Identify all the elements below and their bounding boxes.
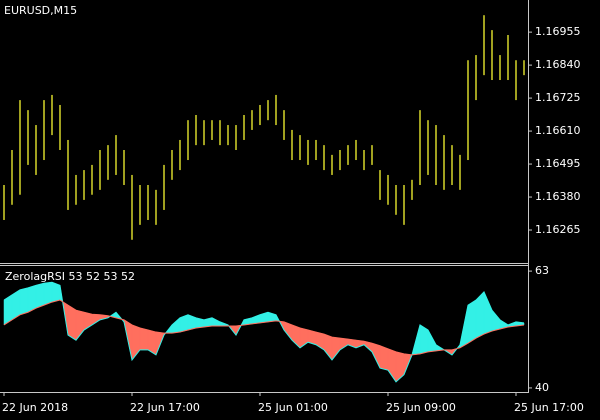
fill-band xyxy=(27,284,37,313)
x-tick-label: 25 Jun 17:00 xyxy=(514,401,584,414)
y-tick-label: 1.16610 xyxy=(535,124,581,137)
y-tick-label: 1.16840 xyxy=(535,58,581,71)
indicator-title: ZerolagRSI 53 52 53 52 xyxy=(5,270,135,283)
x-tick-label: 22 Jun 2018 xyxy=(2,401,68,414)
fill-band xyxy=(139,327,149,351)
x-tick-label: 25 Jun 09:00 xyxy=(386,401,456,414)
x-tick-label: 25 Jun 01:00 xyxy=(258,401,328,414)
fill-band xyxy=(43,281,53,306)
fill-band xyxy=(67,304,77,341)
price-title: EURUSD,M15 xyxy=(4,4,77,17)
x-tick-label: 22 Jun 17:00 xyxy=(130,401,200,414)
fill-band xyxy=(379,345,389,371)
fill-band xyxy=(19,287,29,316)
indicator-line xyxy=(3,299,525,356)
y-tick-label: 1.16955 xyxy=(535,25,581,38)
y-tick-label: 40 xyxy=(535,381,549,394)
y-tick-label: 1.16380 xyxy=(535,190,581,203)
y-tick-label: 1.16265 xyxy=(535,223,581,236)
fill-band xyxy=(35,282,45,309)
y-tick-label: 63 xyxy=(535,264,549,277)
indicator-line xyxy=(3,281,525,383)
y-tick-label: 1.16495 xyxy=(535,157,581,170)
y-tick-label: 1.16725 xyxy=(535,91,581,104)
fill-band xyxy=(467,299,477,344)
